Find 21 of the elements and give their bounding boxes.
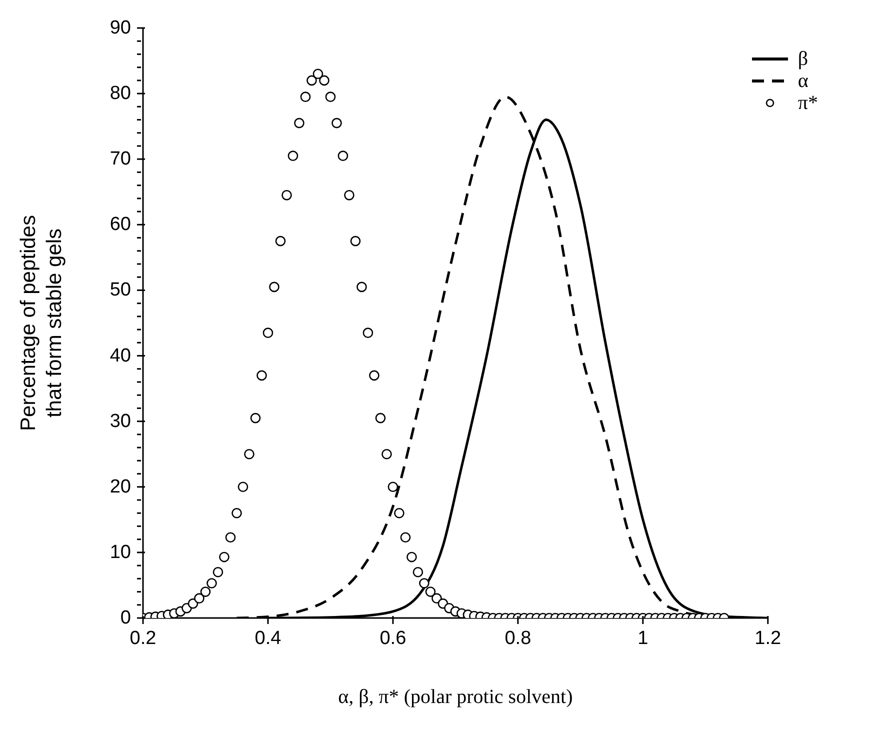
y-tick-label: 70 bbox=[110, 148, 131, 170]
y-tick-label: 10 bbox=[110, 542, 131, 563]
y-tick-label: 60 bbox=[110, 214, 131, 236]
x-tick-label: 1 bbox=[638, 628, 648, 649]
y-tick-label: 50 bbox=[110, 280, 131, 301]
legend-label: β bbox=[798, 48, 808, 70]
y-tick-label: 40 bbox=[110, 345, 131, 366]
legend-label: α bbox=[798, 70, 808, 92]
x-tick-label: 0.8 bbox=[504, 628, 532, 649]
x-tick-label: 0.2 bbox=[130, 628, 156, 649]
legend-label: π* bbox=[798, 92, 818, 114]
y-tick-label: 0 bbox=[120, 608, 131, 628]
x-tick-label: 0.4 bbox=[254, 628, 282, 649]
y-tick-label: 20 bbox=[110, 476, 131, 498]
x-tick-label: 0.6 bbox=[380, 628, 406, 649]
x-tick-label: 1.2 bbox=[754, 628, 782, 649]
y-axis-title: Percentage of peptides that form stable gels bbox=[17, 215, 66, 431]
y-tick-label: 90 bbox=[110, 18, 131, 38]
y-tick-label: 80 bbox=[110, 83, 131, 104]
y-tick-label: 30 bbox=[110, 410, 131, 432]
x-axis-title: α, β, π* (polar protic solvent) bbox=[338, 686, 573, 708]
